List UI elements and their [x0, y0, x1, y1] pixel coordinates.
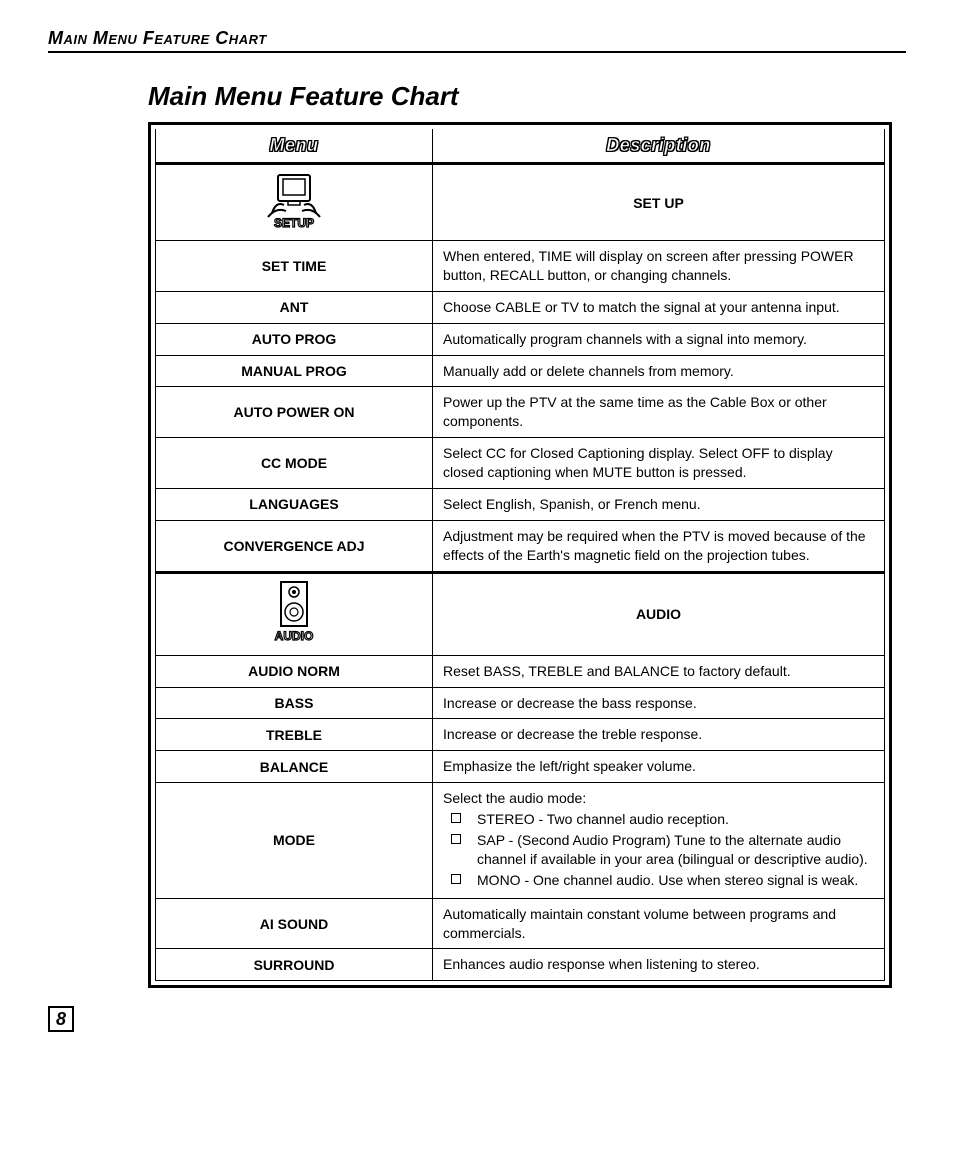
menu-label: AUTO POWER ON — [156, 387, 433, 438]
audio-icon-label: AUDIO — [275, 629, 314, 643]
menu-label: TREBLE — [156, 719, 433, 751]
table-row: SET TIME When entered, TIME will display… — [156, 241, 885, 292]
mode-option: MONO - One channel audio. Use when stere… — [443, 871, 874, 890]
table-row: BASS Increase or decrease the bass respo… — [156, 687, 885, 719]
table-header-row: Menu Description — [156, 129, 885, 164]
tv-setup-icon: SETUP — [258, 171, 330, 231]
menu-label: SET TIME — [156, 241, 433, 292]
menu-label: BALANCE — [156, 751, 433, 783]
column-header-menu: Menu — [156, 129, 433, 164]
menu-label: AUDIO NORM — [156, 655, 433, 687]
menu-description: Select CC for Closed Captioning display.… — [433, 438, 885, 489]
menu-label: BASS — [156, 687, 433, 719]
page: Main Menu Feature Chart Main Menu Featur… — [0, 0, 954, 1052]
table-row: AUDIO NORM Reset BASS, TREBLE and BALANC… — [156, 655, 885, 687]
feature-table: Menu Description SETUP — [155, 129, 885, 981]
menu-description: Adjustment may be required when the PTV … — [433, 520, 885, 572]
table-row: BALANCE Emphasize the left/right speaker… — [156, 751, 885, 783]
mode-intro: Select the audio mode: — [443, 789, 874, 808]
menu-label: AUTO PROG — [156, 323, 433, 355]
table-row: CC MODE Select CC for Closed Captioning … — [156, 438, 885, 489]
section-header-setup: SETUP SET UP — [156, 164, 885, 241]
table-row: AI SOUND Automatically maintain constant… — [156, 898, 885, 949]
setup-icon-cell: SETUP — [156, 164, 433, 241]
mode-option: SAP - (Second Audio Program) Tune to the… — [443, 831, 874, 869]
menu-description: Manually add or delete channels from mem… — [433, 355, 885, 387]
menu-label: MANUAL PROG — [156, 355, 433, 387]
table-row: CONVERGENCE ADJ Adjustment may be requir… — [156, 520, 885, 572]
section-header-audio: AUDIO AUDIO — [156, 572, 885, 655]
menu-description: Automatically maintain constant volume b… — [433, 898, 885, 949]
table-row: LANGUAGES Select English, Spanish, or Fr… — [156, 489, 885, 521]
menu-label: CC MODE — [156, 438, 433, 489]
audio-section-title: AUDIO — [433, 572, 885, 655]
menu-label: ANT — [156, 291, 433, 323]
main-title: Main Menu Feature Chart — [48, 81, 906, 112]
mode-options-list: STEREO - Two channel audio reception. SA… — [443, 810, 874, 890]
mode-option: STEREO - Two channel audio reception. — [443, 810, 874, 829]
feature-chart: Menu Description SETUP — [148, 122, 892, 988]
menu-label: MODE — [156, 783, 433, 898]
menu-description: Emphasize the left/right speaker volume. — [433, 751, 885, 783]
menu-description: When entered, TIME will display on scree… — [433, 241, 885, 292]
setup-icon-label: SETUP — [274, 216, 314, 230]
menu-label: LANGUAGES — [156, 489, 433, 521]
speaker-audio-icon: AUDIO — [269, 580, 319, 646]
setup-section-title: SET UP — [433, 164, 885, 241]
table-row: MANUAL PROG Manually add or delete chann… — [156, 355, 885, 387]
menu-label: AI SOUND — [156, 898, 433, 949]
menu-description: Enhances audio response when listening t… — [433, 949, 885, 981]
menu-description: Automatically program channels with a si… — [433, 323, 885, 355]
page-number: 8 — [48, 1006, 906, 1032]
menu-description: Select the audio mode: STEREO - Two chan… — [433, 783, 885, 898]
table-row: ANT Choose CABLE or TV to match the sign… — [156, 291, 885, 323]
column-header-description: Description — [433, 129, 885, 164]
menu-description: Select English, Spanish, or French menu. — [433, 489, 885, 521]
menu-description: Choose CABLE or TV to match the signal a… — [433, 291, 885, 323]
menu-label: CONVERGENCE ADJ — [156, 520, 433, 572]
table-row: AUTO POWER ON Power up the PTV at the sa… — [156, 387, 885, 438]
table-row: SURROUND Enhances audio response when li… — [156, 949, 885, 981]
audio-icon-cell: AUDIO — [156, 572, 433, 655]
menu-description: Power up the PTV at the same time as the… — [433, 387, 885, 438]
menu-label: SURROUND — [156, 949, 433, 981]
menu-description: Increase or decrease the treble response… — [433, 719, 885, 751]
menu-description: Increase or decrease the bass response. — [433, 687, 885, 719]
table-row: MODE Select the audio mode: STEREO - Two… — [156, 783, 885, 898]
menu-description: Reset BASS, TREBLE and BALANCE to factor… — [433, 655, 885, 687]
page-header: Main Menu Feature Chart — [48, 28, 906, 53]
table-row: AUTO PROG Automatically program channels… — [156, 323, 885, 355]
table-row: TREBLE Increase or decrease the treble r… — [156, 719, 885, 751]
